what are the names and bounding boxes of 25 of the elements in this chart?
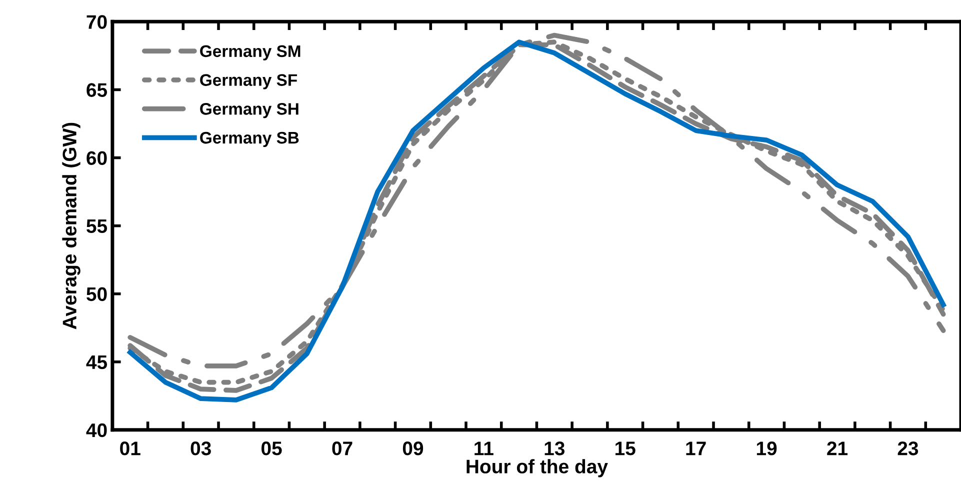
x-tick-label: 09 xyxy=(402,442,424,456)
legend-label: Germany SB xyxy=(200,132,299,147)
y-tick-label: 60 xyxy=(86,151,107,165)
y-tick-label: 50 xyxy=(86,287,107,302)
x-tick-label: 21 xyxy=(827,442,848,456)
x-tick-label: 11 xyxy=(474,442,494,456)
x-tick-label: 07 xyxy=(332,442,352,456)
legend-label: Germany SM xyxy=(200,45,300,60)
x-tick-label: 23 xyxy=(898,442,918,456)
y-tick-label: 40 xyxy=(86,423,107,438)
x-axis-title: Hour of the day xyxy=(466,459,608,478)
x-tick-label: 01 xyxy=(120,442,140,456)
x-tick-label: 15 xyxy=(616,442,636,456)
x-tick-label: 17 xyxy=(686,442,706,456)
y-tick-label: 70 xyxy=(86,15,107,29)
x-tick-label: 05 xyxy=(262,442,282,456)
y-axis-title: Average demand (GW) xyxy=(62,122,80,330)
y-tick-label: 45 xyxy=(86,356,108,370)
y-tick-label: 55 xyxy=(86,219,108,234)
y-tick-label: 65 xyxy=(86,83,108,97)
x-tick-label: 19 xyxy=(756,442,777,456)
x-tick-label: 03 xyxy=(190,442,211,456)
legend-label: Germany SF xyxy=(200,74,297,90)
legend-label: Germany SH xyxy=(200,103,298,118)
x-tick-label: 13 xyxy=(544,442,565,456)
